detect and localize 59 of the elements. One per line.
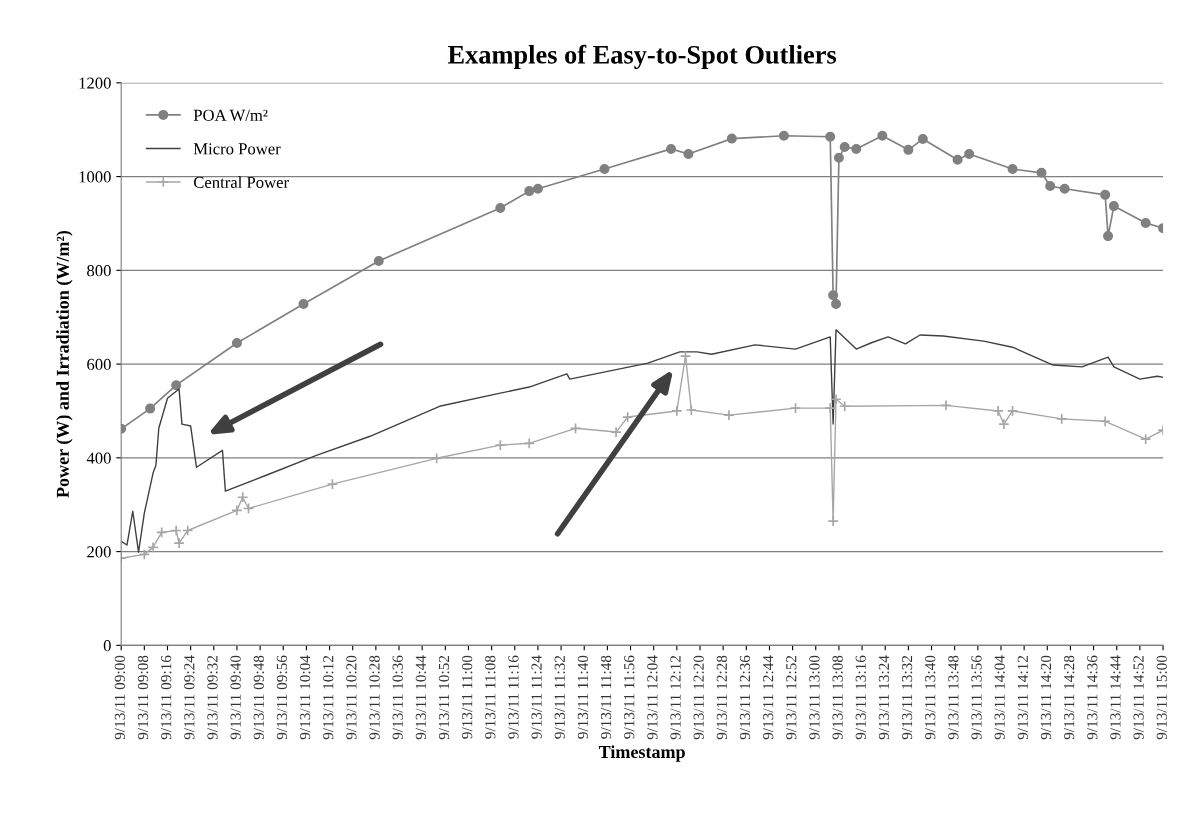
x-tick-label: 9/13/11 12:12 [670, 655, 681, 740]
x-tick-label: 9/13/11 09:00 [114, 655, 126, 740]
x-tick-label: 9/13/11 13:08 [832, 655, 843, 740]
y-tick-label: 0 [103, 640, 111, 652]
x-tick-label: 9/13/11 12:36 [739, 655, 751, 740]
x-tick-label: 9/13/11 10:44 [415, 655, 427, 740]
x-tick-label: 9/13/11 10:52 [438, 655, 450, 740]
x-tick-label: 9/13/11 10:04 [299, 655, 311, 740]
x-tick-label: 9/13/11 14:52 [1133, 655, 1144, 740]
x-tick-label: 9/13/11 11:16 [508, 655, 519, 739]
x-tick-label: 9/13/11 11:32 [554, 655, 565, 739]
x-tick-label: 9/13/11 09:16 [161, 655, 172, 740]
x-tick-label: 9/13/11 11:24 [531, 655, 542, 739]
x-tick-label: 9/13/11 14:28 [1063, 655, 1075, 740]
legend-label: POA W/m² [193, 109, 268, 121]
y-tick-label: 400 [86, 452, 111, 464]
chart-title: Examples of Easy-to-Spot Outliers [447, 44, 837, 70]
x-tick-label: 9/13/11 13:48 [948, 655, 959, 740]
x-tick-label: 9/13/11 13:40 [925, 655, 936, 740]
x-tick-label: 9/13/11 13:56 [971, 655, 982, 740]
x-tick-label: 9/13/11 11:00 [461, 655, 473, 739]
x-tick-label: 9/13/11 13:00 [809, 655, 820, 740]
y-tick-label: 800 [87, 265, 111, 277]
x-tick-label: 9/13/11 13:24 [878, 655, 890, 740]
x-tick-label: 9/13/11 12:44 [763, 655, 774, 740]
x-tick-label: 9/13/11 14:12 [1017, 655, 1029, 740]
x-tick-label: 9/13/11 13:32 [901, 655, 913, 740]
x-tick-label: 9/13/11 12:04 [647, 655, 658, 740]
x-tick-label: 9/13/11 14:44 [1110, 655, 1121, 740]
y-axis-title: Power (W) and Irradiation (W/m²) [56, 230, 73, 498]
x-tick-label: 9/13/11 10:12 [323, 655, 334, 740]
x-tick-label: 9/13/11 14:20 [1040, 655, 1052, 740]
x-tick-label: 9/13/11 11:56 [624, 655, 635, 739]
x-tick-label: 9/13/11 12:52 [786, 655, 797, 740]
x-tick-label: 9/13/11 09:48 [253, 655, 264, 740]
x-tick-label: 9/13/11 10:28 [369, 655, 380, 740]
x-tick-label: 9/13/11 12:20 [693, 655, 704, 740]
x-tick-label: 9/13/11 09:08 [137, 655, 149, 740]
x-tick-label: 9/13/11 09:40 [230, 655, 241, 740]
x-tick-label: 9/13/11 14:36 [1087, 655, 1098, 740]
legend-label: Micro Power [193, 143, 281, 155]
y-tick-label: 1000 [79, 171, 111, 183]
x-tick-label: 9/13/11 12:28 [716, 655, 728, 740]
x-tick-label: 9/13/11 09:32 [207, 655, 218, 740]
x-tick-label: 9/13/11 09:24 [184, 655, 195, 740]
x-tick-label: 9/13/11 10:20 [346, 655, 357, 740]
legend-label: Central Power [193, 176, 289, 188]
y-tick-label: 1200 [79, 77, 111, 89]
x-tick-label: 9/13/11 10:36 [392, 655, 403, 740]
x-tick-label: 9/13/11 13:16 [855, 655, 866, 740]
y-tick-label: 200 [87, 546, 111, 558]
x-axis-title: Timestamp [598, 745, 685, 762]
y-tick-label: 600 [87, 358, 111, 371]
x-tick-label: 9/13/11 09:56 [276, 655, 288, 740]
x-tick-label: 9/13/11 14:04 [994, 655, 1005, 740]
x-tick-label: 9/13/11 15:00 [1156, 655, 1167, 740]
x-tick-label: 9/13/11 11:08 [485, 655, 496, 739]
x-tick-label: 9/13/11 11:48 [600, 655, 612, 739]
x-tick-label: 9/13/11 11:40 [577, 655, 589, 739]
